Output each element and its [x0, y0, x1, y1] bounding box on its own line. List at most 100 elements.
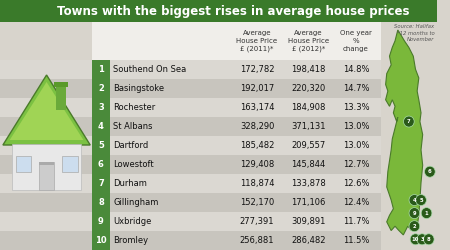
Text: 192,017: 192,017	[240, 84, 274, 93]
Text: 13.0%: 13.0%	[343, 141, 369, 150]
Text: 198,418: 198,418	[291, 65, 326, 74]
Text: 1: 1	[98, 65, 104, 74]
Text: 309,891: 309,891	[291, 217, 326, 226]
Bar	[92, 22, 381, 60]
Text: 10: 10	[412, 237, 419, 242]
Text: 12.7%: 12.7%	[343, 160, 369, 169]
Text: Rochester: Rochester	[113, 103, 156, 112]
Bar	[62, 156, 77, 172]
Polygon shape	[386, 30, 423, 235]
Text: 2: 2	[98, 84, 104, 93]
Text: 286,482: 286,482	[291, 236, 326, 245]
FancyBboxPatch shape	[39, 162, 54, 165]
Text: Southend On Sea: Southend On Sea	[113, 65, 187, 74]
Circle shape	[409, 194, 420, 205]
Bar	[92, 193, 381, 212]
Text: Lowestoft: Lowestoft	[113, 160, 154, 169]
Circle shape	[410, 234, 421, 245]
Bar	[92, 60, 110, 79]
Bar	[92, 79, 381, 98]
Polygon shape	[3, 75, 90, 145]
Bar	[92, 60, 381, 79]
Bar	[92, 231, 381, 250]
Polygon shape	[10, 82, 83, 140]
Bar	[0, 98, 92, 117]
Bar	[92, 212, 381, 231]
Text: 171,106: 171,106	[291, 198, 326, 207]
Text: 185,482: 185,482	[240, 141, 274, 150]
Circle shape	[416, 194, 426, 205]
Text: 9: 9	[413, 210, 416, 216]
Text: 3: 3	[98, 103, 104, 112]
Text: 14.7%: 14.7%	[343, 84, 369, 93]
Circle shape	[409, 208, 420, 218]
Bar	[0, 212, 92, 231]
Text: Average
House Price
£ (2012)*: Average House Price £ (2012)*	[288, 30, 329, 52]
Text: 220,320: 220,320	[291, 84, 326, 93]
Text: 129,408: 129,408	[240, 160, 274, 169]
Text: Average
House Price
£ (2011)*: Average House Price £ (2011)*	[237, 30, 278, 52]
Circle shape	[423, 234, 434, 245]
Bar	[12, 144, 81, 190]
Text: Dartford: Dartford	[113, 141, 149, 150]
Text: 118,874: 118,874	[240, 179, 274, 188]
Circle shape	[421, 208, 432, 218]
Text: 13.3%: 13.3%	[343, 103, 369, 112]
Text: 8: 8	[427, 237, 431, 242]
Text: 184,908: 184,908	[291, 103, 326, 112]
Circle shape	[404, 116, 414, 127]
Bar	[92, 117, 381, 136]
Text: 9: 9	[98, 217, 104, 226]
Bar	[92, 136, 381, 155]
Text: 256,881: 256,881	[240, 236, 274, 245]
Text: 6: 6	[98, 160, 104, 169]
Bar	[92, 155, 110, 174]
Bar	[92, 155, 381, 174]
Bar	[0, 0, 436, 22]
Text: 133,878: 133,878	[291, 179, 326, 188]
Text: Bromley: Bromley	[113, 236, 148, 245]
Text: 2: 2	[413, 224, 416, 229]
Text: 328,290: 328,290	[240, 122, 274, 131]
Bar	[39, 162, 54, 190]
Text: Basingstoke: Basingstoke	[113, 84, 165, 93]
Text: 7: 7	[98, 179, 104, 188]
Text: 209,557: 209,557	[291, 141, 326, 150]
Bar	[92, 193, 110, 212]
Text: 5: 5	[419, 198, 423, 202]
Bar	[92, 212, 110, 231]
Bar	[0, 136, 92, 155]
Text: 1: 1	[425, 210, 428, 216]
Bar	[54, 82, 68, 87]
Text: 145,844: 145,844	[291, 160, 326, 169]
Bar	[381, 22, 436, 250]
Bar	[92, 231, 110, 250]
Text: Gillingham: Gillingham	[113, 198, 159, 207]
Bar	[92, 174, 381, 193]
Text: 152,170: 152,170	[240, 198, 274, 207]
Bar	[0, 117, 92, 136]
Circle shape	[417, 234, 428, 245]
Bar	[0, 231, 92, 250]
Text: 11.7%: 11.7%	[343, 217, 369, 226]
Text: 277,391: 277,391	[240, 217, 274, 226]
Text: 13.0%: 13.0%	[343, 122, 369, 131]
Text: Towns with the biggest rises in average house prices: Towns with the biggest rises in average …	[57, 4, 409, 18]
Bar	[92, 136, 110, 155]
Bar	[0, 79, 92, 98]
Bar	[92, 98, 381, 117]
Bar	[92, 98, 110, 117]
Text: One year
%
change: One year % change	[340, 30, 372, 52]
Circle shape	[424, 166, 435, 177]
Text: 4: 4	[98, 122, 104, 131]
Text: 3: 3	[420, 237, 424, 242]
Bar	[0, 193, 92, 212]
Text: 12.6%: 12.6%	[343, 179, 369, 188]
Text: 11.5%: 11.5%	[343, 236, 369, 245]
Text: St Albans: St Albans	[113, 122, 153, 131]
Bar	[15, 156, 31, 172]
Text: 12.4%: 12.4%	[343, 198, 369, 207]
Text: 4: 4	[413, 198, 416, 202]
Text: 10: 10	[95, 236, 107, 245]
Text: 172,782: 172,782	[240, 65, 274, 74]
